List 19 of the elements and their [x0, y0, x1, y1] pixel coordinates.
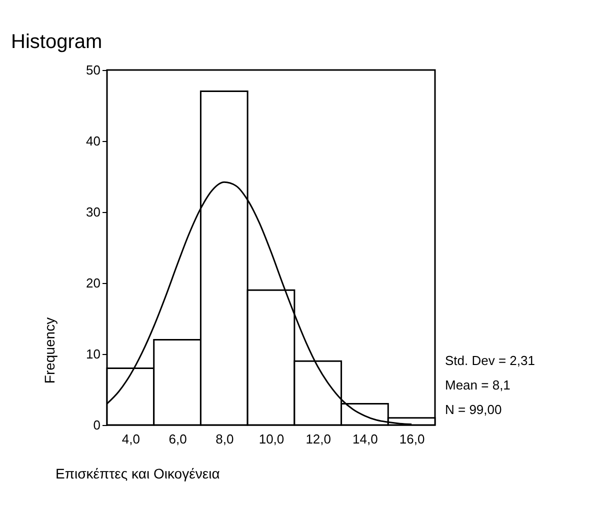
- chart-title: Histogram: [11, 31, 102, 53]
- x-tick-label: 16,0: [399, 432, 425, 446]
- y-tick-label: 50: [86, 62, 100, 78]
- text: Std. Dev = 2,31: [445, 353, 535, 368]
- x-tick-label: 8,0: [216, 432, 234, 446]
- y-axis-title: Frequency: [42, 317, 58, 384]
- text: N = 99,00: [445, 402, 502, 417]
- y-tick-label: 20: [86, 276, 100, 290]
- x-axis-title: Επισκέπτες και Οικογένεια: [56, 466, 220, 482]
- y-tick-label: 40: [86, 134, 100, 148]
- x-tick-label: 6,0: [168, 432, 187, 446]
- y-tick-label: 30: [86, 204, 100, 220]
- x-tick-label: 10,0: [258, 432, 284, 446]
- y-tick-label: 0: [93, 418, 100, 432]
- y-tick-label: 10: [86, 346, 100, 362]
- x-tick-label: 4,0: [122, 432, 140, 446]
- x-tick-label: 14,0: [352, 432, 378, 446]
- text: Mean = 8,1: [445, 378, 510, 392]
- x-tick-label: 12,0: [306, 432, 332, 446]
